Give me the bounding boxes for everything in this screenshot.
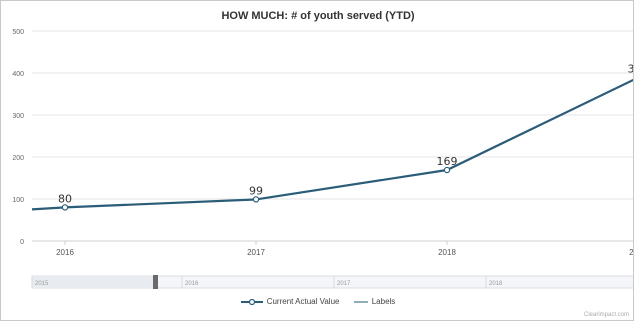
x-tick-label: 2017: [247, 248, 265, 257]
credits-text[interactable]: Clearimpact.com: [583, 312, 629, 318]
legend-item-current-actual-value[interactable]: Current Actual Value: [240, 297, 340, 306]
y-tick-label: 100: [12, 197, 24, 204]
line-icon: [353, 300, 368, 303]
chart-title: HOW MUCH: # of youth served (YTD): [221, 10, 415, 22]
x-tick-label: 2019: [629, 248, 634, 257]
range-navigator[interactable]: 2015 2016 2017 2018: [31, 275, 634, 289]
navigator-label: 2015: [35, 281, 49, 287]
data-label: 80: [58, 192, 72, 205]
y-tick-label: 0: [20, 239, 24, 246]
series-line-current-actual-value: [31, 78, 633, 211]
legend-label: Current Actual Value: [266, 297, 340, 306]
legend-label: Labels: [371, 297, 396, 306]
legend-item-labels[interactable]: Labels: [353, 297, 396, 306]
y-tick-label: 400: [12, 71, 24, 78]
data-point[interactable]: [61, 204, 69, 211]
y-tick-label: 500: [12, 29, 24, 36]
navigator-mask: [32, 276, 155, 288]
x-tick-label: 2018: [438, 248, 456, 257]
data-point[interactable]: [252, 196, 260, 203]
navigator-label: 2016: [185, 281, 199, 287]
line-marker-icon: [240, 298, 263, 305]
data-point[interactable]: [443, 166, 451, 174]
x-tick-label: 2016: [56, 248, 74, 257]
data-label: 169: [437, 155, 458, 168]
y-tick-label: 200: [12, 155, 24, 162]
navigator-handle[interactable]: [153, 275, 158, 289]
navigator-label: 2018: [489, 281, 503, 287]
y-tick-label: 300: [12, 113, 24, 120]
navigator-label: 2017: [337, 281, 351, 287]
data-label: 99: [249, 184, 263, 197]
data-label: 389: [628, 63, 634, 76]
chart-legend: Current Actual Value Labels: [1, 297, 633, 308]
